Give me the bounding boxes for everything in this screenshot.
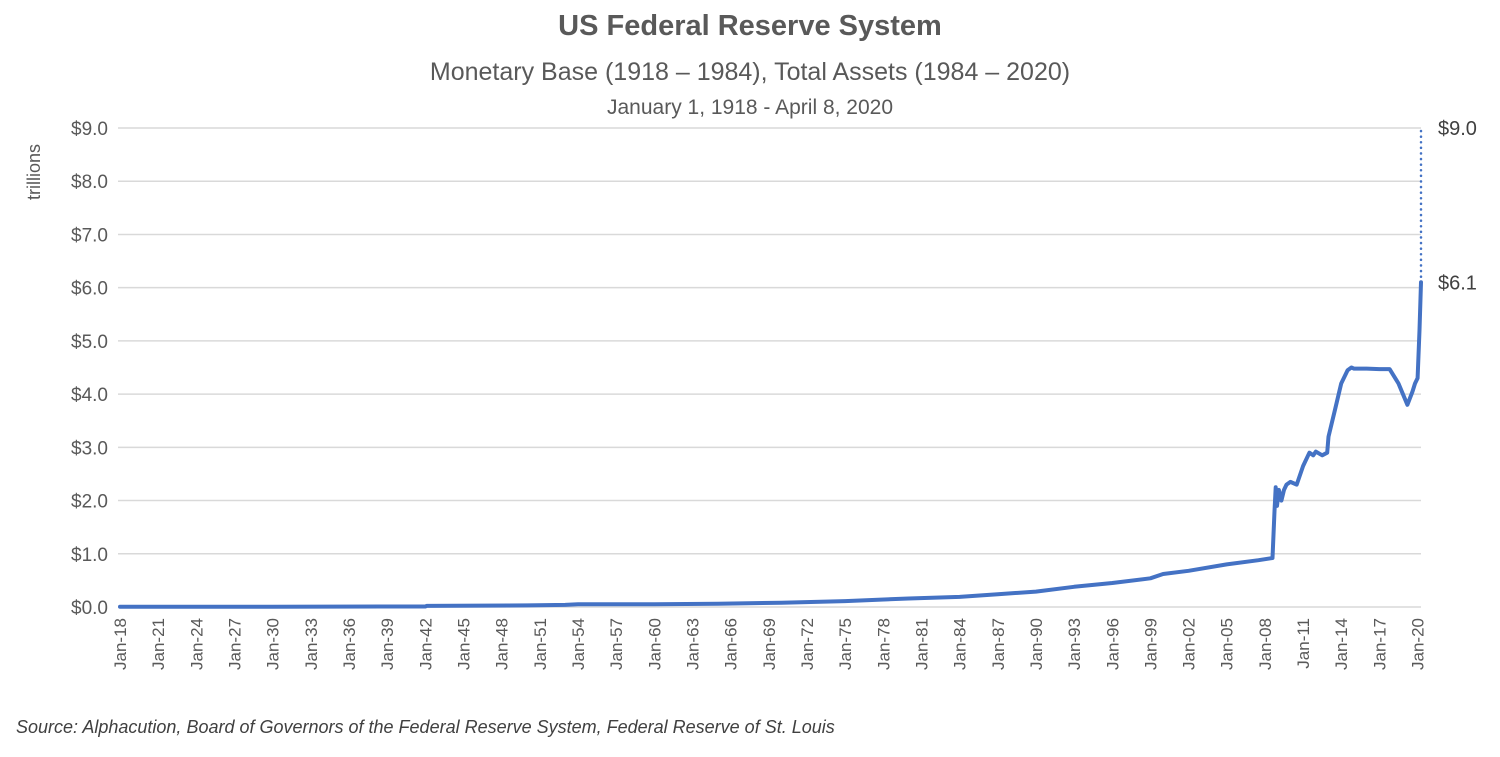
y-tick-label: $4.0 xyxy=(71,385,108,406)
x-tick-label: Jan-48 xyxy=(493,618,512,670)
x-tick-label: Jan-24 xyxy=(187,618,206,670)
annotations: $9.0 $6.1 xyxy=(1438,118,1477,294)
y-tick-label: $5.0 xyxy=(71,332,108,353)
x-tick-label: Jan-54 xyxy=(569,618,588,670)
chart-title: US Federal Reserve System xyxy=(558,10,942,42)
x-tick-label: Jan-18 xyxy=(111,618,130,670)
x-tick-label: Jan-99 xyxy=(1141,618,1160,670)
y-tick-label: $7.0 xyxy=(71,225,108,246)
y-tick-label: $1.0 xyxy=(71,545,108,566)
x-tick-label: Jan-93 xyxy=(1065,618,1084,670)
x-tick-label: Jan-39 xyxy=(378,618,397,670)
x-tick-label: Jan-66 xyxy=(722,618,741,670)
x-tick-label: Jan-75 xyxy=(836,618,855,670)
chart-date-range: January 1, 1918 - April 8, 2020 xyxy=(606,96,894,119)
y-axis-ticks: $0.0 $1.0 $2.0 $3.0 $4.0 $5.0 $6.0 $7.0 $8.0 $9.0 xyxy=(71,119,108,619)
x-tick-label: Jan-36 xyxy=(340,618,359,670)
x-tick-label: Jan-78 xyxy=(874,618,893,670)
series-line xyxy=(118,280,1423,609)
x-tick-label: Jan-02 xyxy=(1180,618,1199,670)
x-tick-label: Jan-69 xyxy=(760,618,779,670)
x-tick-label: Jan-33 xyxy=(302,618,321,670)
x-tick-label: Jan-90 xyxy=(1027,618,1046,670)
x-tick-label: Jan-21 xyxy=(149,618,168,670)
end-value-label: $9.0 xyxy=(1438,118,1477,140)
chart-subtitle: Monetary Base (1918 – 1984), Total Asset… xyxy=(429,58,1071,86)
x-tick-label: Jan-42 xyxy=(416,618,435,670)
x-axis-ticks: Jan-18 Jan-21 Jan-24 Jan-27 Jan-30 Jan-33 Jan-… xyxy=(111,618,1428,670)
y-axis-label: trillions xyxy=(24,144,44,200)
x-tick-label: Jan-27 xyxy=(225,618,244,670)
x-tick-label: Jan-20 xyxy=(1409,618,1428,670)
x-tick-label: Jan-60 xyxy=(645,618,664,670)
x-tick-label: Jan-84 xyxy=(951,618,970,670)
gridlines xyxy=(118,127,1421,608)
source-note: Source: Alphacution, Board of Governors … xyxy=(16,717,835,737)
x-tick-label: Jan-17 xyxy=(1370,618,1389,670)
y-tick-label: $0.0 xyxy=(71,598,108,619)
y-tick-label: $3.0 xyxy=(71,438,108,459)
x-tick-label: Jan-11 xyxy=(1294,618,1313,669)
y-tick-label: $9.0 xyxy=(71,119,108,140)
x-tick-label: Jan-72 xyxy=(798,618,817,670)
end-value-label: $6.1 xyxy=(1438,272,1477,294)
x-tick-label: Jan-51 xyxy=(531,618,550,670)
x-tick-label: Jan-57 xyxy=(607,618,626,670)
x-tick-label: Jan-08 xyxy=(1256,618,1275,670)
x-tick-label: Jan-81 xyxy=(912,618,931,670)
y-tick-label: $8.0 xyxy=(71,172,108,193)
x-tick-label: Jan-96 xyxy=(1103,618,1122,670)
x-tick-label: Jan-05 xyxy=(1218,618,1237,670)
x-tick-label: Jan-63 xyxy=(683,618,702,670)
x-tick-label: Jan-87 xyxy=(989,618,1008,670)
series-lines xyxy=(118,126,1423,609)
y-tick-label: $6.0 xyxy=(71,279,108,300)
x-tick-label: Jan-30 xyxy=(264,618,283,670)
y-tick-label: $2.0 xyxy=(71,492,108,513)
x-tick-label: Jan-14 xyxy=(1332,618,1351,670)
x-tick-label: Jan-45 xyxy=(454,618,473,670)
